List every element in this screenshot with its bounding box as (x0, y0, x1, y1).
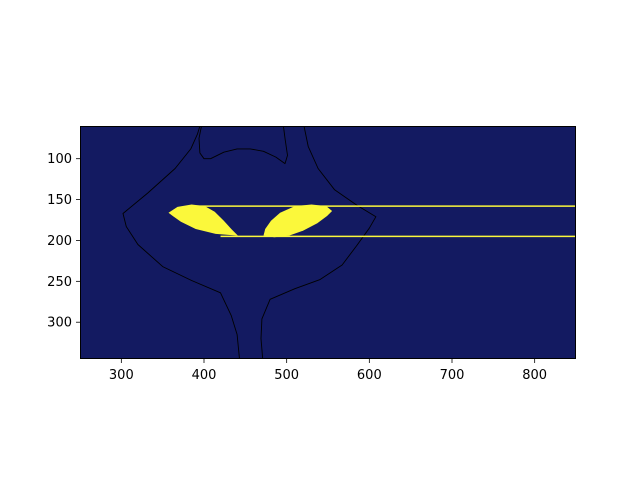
x-tick-label: 800 (522, 368, 547, 383)
x-tick-label: 500 (274, 368, 299, 383)
x-tick-label: 600 (357, 368, 382, 383)
y-tick-label: 200 (47, 234, 72, 249)
outline-head-right (260, 126, 377, 359)
y-tick-label: 100 (47, 152, 72, 167)
right-eye (263, 204, 333, 238)
image-marks (122, 126, 576, 359)
x-tick-label: 700 (440, 368, 465, 383)
left-eye (168, 204, 238, 236)
y-tick-label: 250 (47, 275, 72, 290)
y-tick-label: 300 (47, 316, 72, 331)
image-background (80, 126, 576, 359)
outline-ear-left (198, 126, 288, 165)
x-axis: 300 400 500 600 700 800 (109, 359, 547, 383)
y-axis: 100 150 200 250 300 (47, 152, 80, 331)
x-tick-label: 400 (192, 368, 217, 383)
y-tick-label: 150 (47, 193, 72, 208)
x-tick-label: 300 (109, 368, 134, 383)
plot-area (80, 126, 576, 359)
axes-frame (80, 126, 576, 359)
outline-head (122, 126, 240, 359)
